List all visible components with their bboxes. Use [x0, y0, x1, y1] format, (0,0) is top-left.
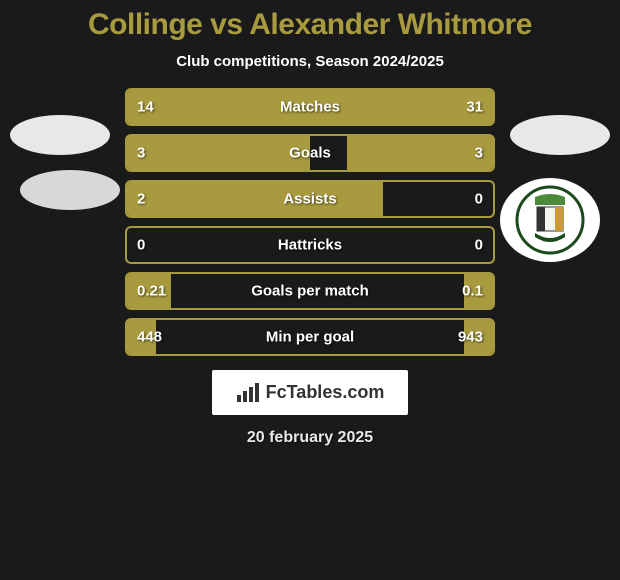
stat-value-right: 31	[466, 99, 483, 116]
stat-value-left: 448	[137, 329, 162, 346]
stat-label: Assists	[283, 191, 336, 208]
stat-value-right: 943	[458, 329, 483, 346]
bar-fill-left	[127, 136, 310, 170]
page-subtitle: Club competitions, Season 2024/2025	[176, 53, 444, 70]
player-right-avatar	[510, 115, 610, 155]
player-left-avatar	[10, 115, 110, 155]
stat-label: Matches	[280, 99, 340, 116]
stat-value-right: 0	[475, 237, 483, 254]
stat-row: 448 943 Min per goal	[125, 318, 495, 356]
player-right-club-badge	[500, 178, 600, 262]
stat-label: Hattricks	[278, 237, 342, 254]
stats-bars: 14 31 Matches 3 3 Goals 2 0 Assists 0 0 Hattricks 0.…	[125, 88, 495, 356]
bar-fill-left	[127, 182, 383, 216]
page-title: Collinge vs Alexander Whitmore	[88, 8, 532, 41]
stat-row: 0.21 0.1 Goals per match	[125, 272, 495, 310]
stat-value-left: 0.21	[137, 283, 166, 300]
stat-label: Goals	[289, 145, 331, 162]
stat-row: 0 0 Hattricks	[125, 226, 495, 264]
stat-label: Min per goal	[266, 329, 354, 346]
brand-badge: FcTables.com	[212, 370, 409, 415]
player-left-club-badge	[20, 170, 120, 210]
stat-row: 3 3 Goals	[125, 134, 495, 172]
stat-label: Goals per match	[251, 283, 369, 300]
stat-value-right: 3	[475, 145, 483, 162]
infographic-container: Collinge vs Alexander Whitmore Club comp…	[0, 0, 620, 580]
date-text: 20 february 2025	[247, 429, 373, 447]
brand-chart-icon	[236, 383, 260, 403]
stat-row: 14 31 Matches	[125, 88, 495, 126]
stat-value-left: 2	[137, 191, 145, 208]
brand-text: FcTables.com	[266, 382, 385, 403]
stat-value-right: 0	[475, 191, 483, 208]
stat-value-right: 0.1	[462, 283, 483, 300]
stat-value-left: 0	[137, 237, 145, 254]
stat-value-left: 3	[137, 145, 145, 162]
club-crest-icon	[515, 185, 585, 255]
bar-fill-right	[347, 136, 493, 170]
stat-row: 2 0 Assists	[125, 180, 495, 218]
stat-value-left: 14	[137, 99, 154, 116]
